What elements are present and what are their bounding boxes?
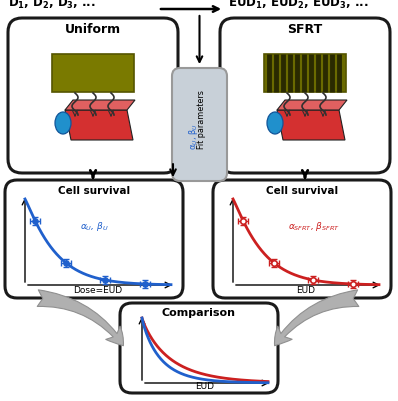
Text: Dose=EUD: Dose=EUD bbox=[74, 286, 123, 295]
Text: $\alpha_U$, $\beta_U$: $\alpha_U$, $\beta_U$ bbox=[80, 220, 109, 233]
Ellipse shape bbox=[55, 112, 71, 134]
Text: Cell survival: Cell survival bbox=[266, 186, 338, 196]
Text: Uniform: Uniform bbox=[65, 23, 121, 36]
Text: α$_U$, β$_U$: α$_U$, β$_U$ bbox=[187, 123, 200, 150]
Polygon shape bbox=[277, 100, 347, 110]
FancyBboxPatch shape bbox=[172, 68, 227, 181]
Ellipse shape bbox=[267, 112, 283, 134]
Text: Cell survival: Cell survival bbox=[58, 186, 130, 196]
FancyBboxPatch shape bbox=[120, 303, 278, 393]
Bar bbox=[52, 54, 134, 92]
Polygon shape bbox=[65, 100, 135, 110]
Text: EUD: EUD bbox=[195, 382, 215, 391]
FancyArrowPatch shape bbox=[37, 290, 123, 346]
Bar bbox=[264, 54, 346, 92]
FancyBboxPatch shape bbox=[5, 180, 183, 298]
Text: Comparison: Comparison bbox=[162, 308, 236, 318]
Polygon shape bbox=[277, 110, 345, 140]
Polygon shape bbox=[65, 110, 133, 140]
FancyBboxPatch shape bbox=[220, 18, 390, 173]
Text: $\mathbf{EUD_1}$, $\mathbf{EUD_2}$, $\mathbf{EUD_3}$, ...: $\mathbf{EUD_1}$, $\mathbf{EUD_2}$, $\ma… bbox=[228, 0, 369, 11]
FancyBboxPatch shape bbox=[8, 18, 178, 173]
Text: EUD: EUD bbox=[297, 286, 316, 295]
Text: $\alpha_{SFRT}$, $\beta_{SFRT}$: $\alpha_{SFRT}$, $\beta_{SFRT}$ bbox=[289, 220, 340, 233]
Text: $\mathbf{D_1}$, $\mathbf{D_2}$, $\mathbf{D_3}$, ...: $\mathbf{D_1}$, $\mathbf{D_2}$, $\mathbf… bbox=[8, 0, 96, 11]
FancyArrowPatch shape bbox=[275, 290, 359, 346]
FancyBboxPatch shape bbox=[213, 180, 391, 298]
Text: SFRT: SFRT bbox=[287, 23, 323, 36]
Text: Fit parameters: Fit parameters bbox=[197, 90, 206, 149]
